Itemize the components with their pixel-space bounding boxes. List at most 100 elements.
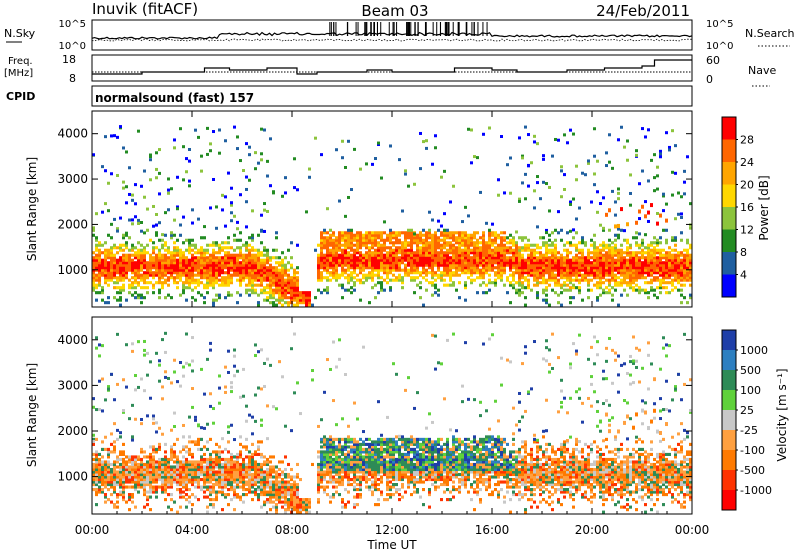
data-cell	[671, 261, 674, 265]
data-cell	[407, 263, 410, 267]
data-cell	[146, 271, 149, 275]
data-cell	[161, 470, 164, 474]
data-cell	[95, 261, 98, 265]
data-cell	[254, 452, 257, 457]
data-cell	[188, 273, 191, 277]
data-cell	[131, 462, 134, 467]
data-cell	[524, 172, 527, 176]
data-cell	[383, 288, 386, 292]
data-cell	[470, 281, 473, 285]
data-cell	[515, 263, 518, 267]
data-cell	[146, 470, 149, 474]
data-cell	[260, 472, 263, 477]
data-cell	[506, 241, 509, 245]
data-cell	[188, 283, 191, 287]
data-cell	[497, 236, 500, 240]
data-cell	[458, 251, 461, 255]
data-cell	[596, 296, 599, 300]
data-cell	[371, 243, 374, 247]
data-cell	[488, 236, 491, 240]
data-cell	[464, 283, 467, 287]
data-cell	[188, 477, 191, 482]
data-cell	[281, 490, 284, 494]
data-cell	[431, 251, 434, 255]
data-cell	[524, 258, 527, 262]
data-cell	[194, 467, 197, 472]
data-cell	[95, 253, 98, 257]
data-cell	[179, 472, 182, 477]
data-cell	[563, 281, 566, 285]
data-cell	[518, 263, 521, 267]
data-cell	[461, 220, 464, 224]
data-cell	[533, 140, 536, 144]
data-cell	[428, 231, 431, 235]
data-cell	[233, 490, 236, 494]
data-cell	[509, 191, 512, 195]
data-cell	[101, 472, 104, 477]
data-cell	[116, 227, 119, 231]
data-cell	[389, 266, 392, 270]
data-cell	[422, 248, 425, 252]
data-cell	[98, 490, 101, 494]
data-cell	[293, 273, 296, 277]
data-cell	[338, 233, 341, 237]
data-cell	[323, 231, 326, 235]
data-cell	[575, 178, 578, 182]
data-cell	[380, 268, 383, 272]
data-cell	[629, 203, 632, 207]
data-cell	[155, 246, 158, 250]
data-cell	[656, 256, 659, 260]
data-cell	[665, 202, 668, 206]
data-cell	[668, 291, 671, 295]
data-cell	[662, 286, 665, 290]
data-cell	[542, 271, 545, 275]
data-cell	[134, 291, 137, 295]
data-cell	[539, 197, 542, 201]
data-cell	[581, 236, 584, 240]
data-cell	[470, 248, 473, 252]
data-cell	[251, 263, 254, 267]
data-cell	[494, 233, 497, 237]
data-cell	[626, 266, 629, 270]
data-cell	[458, 263, 461, 267]
data-cell	[248, 450, 251, 454]
data-cell	[344, 241, 347, 245]
data-cell	[287, 462, 290, 467]
data-cell	[104, 398, 107, 402]
data-cell	[158, 477, 161, 482]
data-cell	[308, 301, 311, 305]
data-cell	[110, 278, 113, 282]
data-cell	[191, 268, 194, 272]
data-cell	[206, 261, 209, 265]
data-cell	[419, 236, 422, 240]
data-cell	[284, 291, 287, 295]
data-cell	[446, 251, 449, 255]
data-cell	[317, 261, 320, 265]
data-cell	[398, 268, 401, 272]
data-cell	[317, 278, 320, 282]
data-cell	[362, 258, 365, 262]
data-cell	[275, 273, 278, 277]
data-cell	[284, 191, 287, 195]
data-cell	[224, 266, 227, 270]
data-cell	[149, 467, 152, 472]
data-cell	[464, 261, 467, 265]
data-cell	[407, 251, 410, 255]
data-cell	[530, 161, 533, 165]
data-cell	[293, 278, 296, 282]
data-cell	[173, 253, 176, 257]
data-cell	[425, 288, 428, 292]
data-cell	[233, 354, 236, 358]
data-cell	[176, 472, 179, 477]
data-cell	[242, 271, 245, 275]
data-cell	[230, 281, 233, 285]
data-cell	[380, 283, 383, 287]
data-cell	[173, 278, 176, 282]
data-cell	[191, 266, 194, 270]
data-cell	[218, 248, 221, 252]
data-cell	[683, 248, 686, 252]
data-cell	[686, 266, 689, 270]
data-cell	[104, 251, 107, 255]
data-cell	[686, 256, 689, 260]
data-cell	[356, 266, 359, 270]
